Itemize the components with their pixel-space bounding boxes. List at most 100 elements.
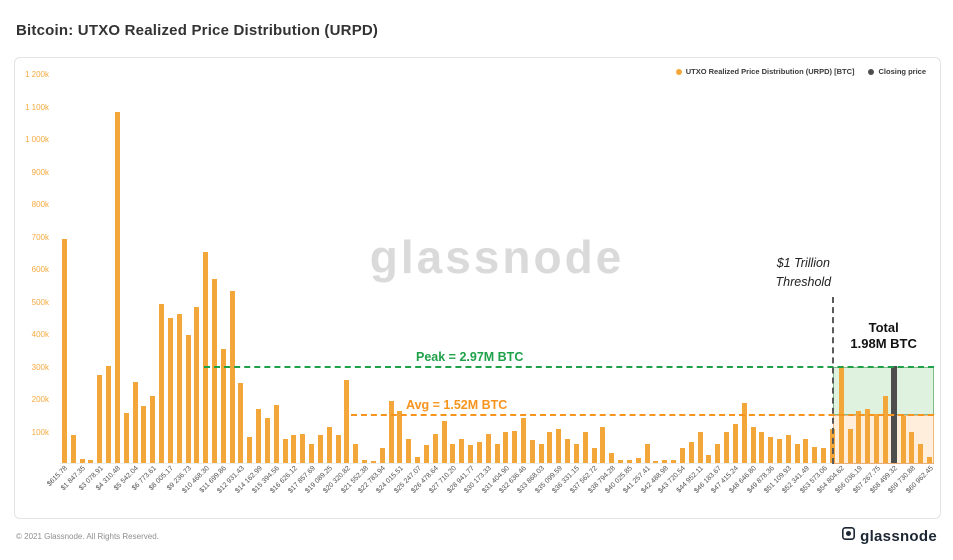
urpd-bar[interactable] (388, 401, 394, 463)
urpd-bar[interactable] (573, 443, 579, 463)
urpd-bar[interactable] (79, 459, 85, 463)
urpd-bar[interactable] (653, 461, 659, 463)
urpd-bar[interactable] (609, 453, 615, 463)
urpd-bar[interactable] (741, 402, 747, 463)
urpd-bar[interactable] (618, 460, 624, 463)
urpd-bar[interactable] (229, 290, 235, 463)
legend-item-closing-price[interactable]: Closing price (868, 67, 926, 76)
urpd-bar[interactable] (176, 313, 182, 463)
urpd-bar[interactable] (538, 443, 544, 463)
urpd-bar[interactable] (600, 427, 606, 463)
urpd-bar[interactable] (856, 411, 862, 463)
urpd-bar[interactable] (732, 424, 738, 463)
urpd-bar[interactable] (203, 251, 209, 463)
urpd-bar[interactable] (494, 443, 500, 463)
urpd-bar[interactable] (335, 435, 341, 463)
glassnode-logo[interactable]: glassnode (842, 527, 937, 545)
urpd-bar[interactable] (671, 459, 677, 463)
urpd-bar[interactable] (626, 459, 632, 463)
urpd-bar[interactable] (918, 443, 924, 463)
urpd-bar[interactable] (88, 460, 94, 463)
urpd-bar[interactable] (300, 433, 306, 463)
urpd-bar[interactable] (485, 433, 491, 463)
legend-item-urpd[interactable]: UTXO Realized Price Distribution (URPD) … (675, 67, 854, 76)
urpd-bar[interactable] (812, 446, 818, 463)
urpd-bar[interactable] (697, 432, 703, 463)
urpd-bar[interactable] (317, 435, 323, 463)
urpd-bar[interactable] (159, 303, 165, 463)
urpd-bar[interactable] (362, 459, 368, 463)
urpd-bar[interactable] (785, 435, 791, 463)
urpd-bar[interactable] (503, 432, 509, 463)
urpd-bar[interactable] (759, 432, 765, 463)
urpd-bar[interactable] (106, 365, 112, 463)
urpd-bar[interactable] (777, 438, 782, 463)
urpd-bar[interactable] (370, 461, 376, 463)
urpd-bar[interactable] (326, 427, 332, 463)
urpd-bar[interactable] (476, 441, 482, 463)
urpd-bar[interactable] (291, 435, 297, 463)
urpd-bar[interactable] (247, 437, 253, 463)
urpd-bar[interactable] (238, 383, 244, 463)
urpd-bar[interactable] (132, 381, 138, 463)
urpd-bar[interactable] (141, 406, 147, 463)
urpd-bar[interactable] (644, 443, 650, 463)
urpd-bar[interactable] (70, 435, 76, 463)
urpd-bar[interactable] (344, 380, 350, 463)
urpd-bar[interactable] (468, 445, 473, 463)
urpd-bar[interactable] (874, 414, 880, 463)
urpd-bar[interactable] (114, 112, 120, 463)
urpd-bar[interactable] (688, 441, 694, 463)
urpd-bar[interactable] (450, 443, 456, 463)
urpd-bar[interactable] (185, 334, 191, 463)
urpd-bar[interactable] (441, 420, 447, 463)
urpd-bar[interactable] (547, 432, 553, 463)
urpd-bar[interactable] (397, 411, 403, 463)
urpd-bar[interactable] (379, 448, 385, 463)
urpd-bar[interactable] (882, 396, 888, 463)
urpd-bar[interactable] (282, 438, 288, 463)
urpd-bar[interactable] (724, 432, 730, 463)
urpd-bar[interactable] (565, 438, 571, 463)
urpd-bar[interactable] (220, 349, 226, 463)
total-annotation: Total 1.98M BTC (833, 320, 934, 354)
urpd-bar[interactable] (167, 318, 173, 463)
urpd-bar[interactable] (821, 448, 827, 463)
urpd-bar[interactable] (794, 443, 800, 463)
urpd-bar[interactable] (309, 443, 315, 463)
urpd-bar[interactable] (582, 432, 588, 463)
urpd-bar[interactable] (847, 428, 853, 463)
urpd-bar[interactable] (264, 417, 270, 463)
urpd-bar[interactable] (123, 412, 129, 463)
urpd-bar[interactable] (750, 427, 756, 463)
urpd-bar[interactable] (61, 238, 67, 463)
urpd-bar[interactable] (927, 456, 933, 463)
urpd-bar[interactable] (591, 448, 597, 463)
urpd-bar[interactable] (635, 458, 641, 463)
urpd-bar[interactable] (97, 375, 103, 463)
urpd-bar[interactable] (423, 445, 429, 463)
urpd-bar[interactable] (432, 433, 438, 463)
urpd-bar[interactable] (679, 448, 685, 463)
urpd-bar[interactable] (556, 428, 562, 463)
urpd-bar[interactable] (662, 460, 668, 463)
urpd-bar[interactable] (273, 404, 279, 463)
urpd-bar[interactable] (415, 456, 421, 463)
urpd-bar[interactable] (520, 417, 526, 463)
urpd-bar[interactable] (715, 443, 721, 463)
urpd-bar[interactable] (768, 437, 774, 463)
urpd-bar[interactable] (406, 438, 412, 463)
urpd-bar[interactable] (194, 307, 200, 463)
urpd-bar[interactable] (706, 454, 712, 463)
urpd-bar[interactable] (529, 440, 535, 463)
urpd-bar[interactable] (211, 279, 217, 463)
urpd-bar[interactable] (150, 396, 156, 463)
urpd-bar[interactable] (865, 409, 871, 463)
urpd-bar[interactable] (909, 432, 915, 463)
urpd-bar[interactable] (459, 438, 465, 463)
urpd-bar[interactable] (900, 415, 906, 463)
urpd-bar[interactable] (353, 443, 359, 463)
urpd-bar[interactable] (512, 430, 518, 463)
urpd-bar[interactable] (256, 409, 262, 463)
urpd-bar[interactable] (803, 438, 809, 463)
